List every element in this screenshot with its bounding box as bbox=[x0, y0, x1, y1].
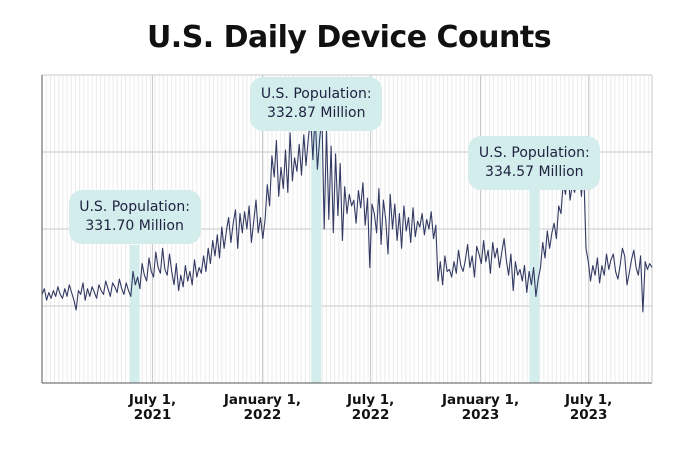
x-tick-label-line2: 2023 bbox=[461, 407, 500, 423]
x-tick-label-line1: July 1, bbox=[128, 392, 177, 408]
x-tick-label-line1: January 1, bbox=[441, 392, 520, 408]
series-line-device-counts bbox=[41, 112, 653, 313]
x-tick-label-line2: 2023 bbox=[569, 407, 608, 423]
annotation-label: U.S. Population: bbox=[79, 199, 190, 215]
population-annotation: U.S. Population: 332.87 Million bbox=[250, 77, 383, 131]
population-annotation: U.S. Population: 331.70 Million bbox=[68, 190, 201, 244]
x-tick-label-line2: 2022 bbox=[243, 407, 282, 423]
annotation-value: 331.70 Million bbox=[85, 218, 184, 234]
annotation-label: U.S. Population: bbox=[478, 145, 590, 161]
x-tick-label: July 1, 2023 bbox=[534, 393, 644, 423]
x-tick-label-line2: 2022 bbox=[351, 407, 390, 423]
annotation-band bbox=[129, 245, 140, 383]
annotation-band bbox=[311, 125, 322, 383]
x-tick-label-line2: 2021 bbox=[133, 407, 172, 423]
annotation-value: 332.87 Million bbox=[266, 105, 366, 121]
annotation-label: U.S. Population: bbox=[260, 86, 372, 102]
x-tick-label-line1: July 1, bbox=[565, 392, 613, 408]
plot-axes bbox=[41, 75, 653, 384]
chart-title: U.S. Daily Device Counts bbox=[146, 20, 552, 55]
x-tick-label: July 1, 2021 bbox=[98, 393, 208, 423]
x-tick-label: January 1, 2022 bbox=[207, 393, 317, 423]
x-tick-label: July 1, 2022 bbox=[316, 393, 426, 423]
series-layer bbox=[41, 112, 653, 313]
annotation-bands bbox=[129, 125, 540, 383]
population-annotation: U.S. Population: 334.57 Million bbox=[468, 136, 601, 190]
annotation-value: 334.57 Million bbox=[485, 164, 584, 180]
x-tick-label-line1: July 1, bbox=[346, 392, 395, 408]
x-tick-label-line1: January 1, bbox=[223, 392, 302, 408]
x-tick-label: January 1, 2023 bbox=[426, 393, 536, 423]
annotation-band bbox=[529, 185, 540, 383]
